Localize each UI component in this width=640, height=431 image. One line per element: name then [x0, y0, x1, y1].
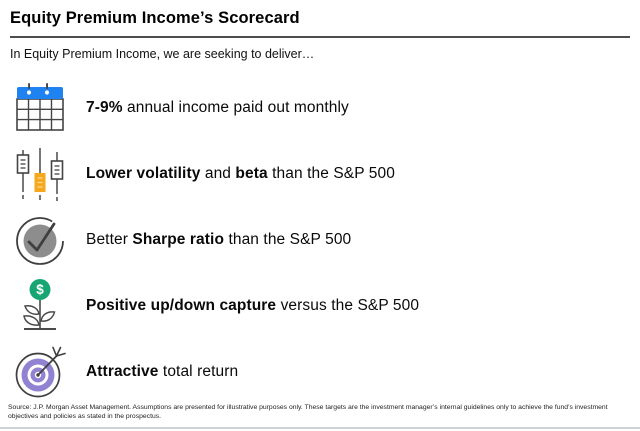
row-text-income: 7-9% annual income paid out monthly	[86, 99, 349, 116]
source-footnote: Source: J.P. Morgan Asset Management. As…	[0, 403, 640, 429]
row-text-return: Attractive total return	[86, 363, 239, 380]
row-text-capture: Positive up/down capture versus the S&P …	[86, 297, 420, 314]
scorecard-row-capture: $ Positive up/down capture versus the S&…	[10, 273, 630, 339]
title-divider	[10, 36, 630, 38]
scorecard-row-income: 7-9% annual income paid out monthly	[10, 75, 630, 141]
scorecard-row-return: Attractive total return	[10, 339, 630, 405]
volatility-sliders-icon	[10, 145, 70, 203]
calendar-icon	[10, 79, 70, 137]
page-title: Equity Premium Income’s Scorecard	[10, 9, 300, 27]
check-circle-icon	[10, 211, 70, 269]
scorecard-rows: 7-9% annual income paid out monthly	[10, 75, 630, 405]
row-text-volatility: Lower volatility and beta than the S&P 5…	[86, 165, 395, 182]
svg-text:$: $	[36, 282, 44, 297]
scorecard-page: Equity Premium Income’s Scorecard In Equ…	[10, 9, 630, 405]
page-subtitle: In Equity Premium Income, we are seeking…	[10, 47, 315, 61]
scorecard-row-sharpe: Better Sharpe ratio than the S&P 500	[10, 207, 630, 273]
dollar-growth-icon: $	[10, 277, 70, 335]
scorecard-row-volatility: Lower volatility and beta than the S&P 5…	[10, 141, 630, 207]
row-text-sharpe: Better Sharpe ratio than the S&P 500	[86, 231, 352, 248]
target-dart-icon	[10, 343, 70, 401]
